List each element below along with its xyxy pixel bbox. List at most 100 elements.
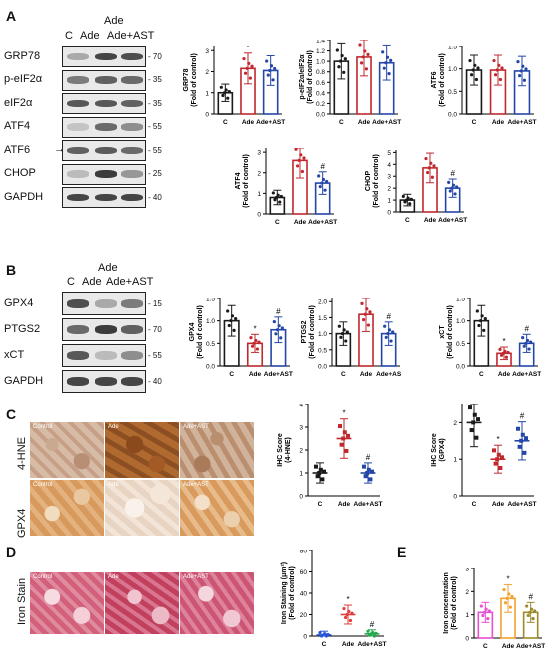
y-tick-label: 3 (387, 174, 391, 181)
data-point (222, 91, 227, 95)
significance-mark: * (342, 409, 345, 418)
y-tick-label: 1.4 (316, 40, 325, 45)
blot-strip (62, 163, 146, 185)
y-axis-label-2: (Fold of control) (373, 154, 380, 208)
data-point (335, 48, 339, 52)
y-tick-label: 3 (205, 48, 209, 55)
y-axis-label-2: (Fold of control) (191, 53, 198, 107)
data-point (318, 185, 322, 189)
blot-band (121, 52, 143, 61)
y-tick-label: 0.5 (206, 341, 215, 348)
data-point (529, 340, 533, 344)
blot-mw-marker: - 25 (148, 169, 162, 178)
data-point (318, 467, 323, 472)
data-point (273, 198, 277, 202)
x-tick-label: C (479, 371, 484, 378)
y-tick-label: 0.8 (316, 69, 325, 76)
y-axis-label: CHOP (365, 171, 372, 192)
data-point (340, 332, 345, 336)
data-point (505, 596, 509, 600)
blot-label-atf6: ATF6 (4, 143, 31, 156)
lane-b-ade: Ade (82, 276, 102, 288)
x-tick-label: Ade+AST (256, 119, 285, 126)
data-point (451, 183, 456, 187)
chart-ihc_4hne: 0 1 2 3 4 IHC Score (4-HNE) C * Ade # Ade+AST (277, 404, 383, 508)
data-point (227, 89, 231, 94)
data-point (249, 336, 253, 340)
arrow-icon: → (54, 142, 65, 155)
blot-band (67, 146, 89, 155)
data-point (476, 66, 480, 70)
y-tick-label: 0.0 (448, 112, 457, 119)
data-point (323, 632, 327, 636)
data-point (340, 53, 344, 58)
data-point (320, 477, 325, 482)
y-tick-label: 0.6 (316, 80, 325, 87)
y-tick-label: 2.0 (318, 299, 327, 306)
y-tick-label: 1.0 (316, 59, 325, 66)
data-point (429, 161, 433, 165)
blot-mw-marker: - 55 (148, 145, 162, 155)
data-point (363, 312, 367, 316)
y-tick-label: 0.0 (456, 364, 465, 371)
blot-band (67, 325, 89, 334)
x-tick-label: C (322, 641, 327, 648)
blot-band (67, 377, 89, 386)
data-point (495, 457, 500, 462)
y-tick-label: 0 (453, 494, 457, 501)
ihc-gpx4-ade: Ade (105, 480, 179, 536)
blot-label-xct: xCT (4, 348, 25, 361)
y-tick-label: 0 (465, 636, 469, 643)
y-axis-label: IHC Score (431, 433, 438, 467)
data-point (401, 194, 405, 199)
data-point (339, 442, 344, 447)
data-point (230, 314, 235, 318)
blot-band (121, 170, 143, 178)
data-point (520, 432, 525, 437)
significance-mark: * (253, 324, 256, 333)
data-point (430, 175, 434, 179)
data-point (366, 467, 371, 472)
data-point (448, 189, 452, 193)
data-point (300, 169, 304, 174)
y-tick-label: 1.0 (456, 318, 465, 325)
data-point (350, 611, 354, 615)
data-point (368, 310, 372, 314)
data-point (408, 202, 412, 206)
data-point (274, 195, 279, 200)
blot-strip (62, 344, 146, 367)
row-label-4hne: 4-HNE (16, 436, 28, 470)
data-point (251, 344, 255, 348)
y-tick-label: 1 (387, 198, 391, 205)
data-point (360, 301, 364, 305)
data-point (371, 630, 375, 635)
blot-label-chop: CHOP (4, 167, 36, 179)
data-point (526, 613, 530, 618)
y-tick-label: 0 (387, 210, 391, 217)
y-tick-label: 0.0 (318, 364, 327, 371)
data-point (524, 67, 528, 71)
data-point (391, 330, 395, 334)
x-tick-label: Ade+AST (512, 371, 541, 378)
y-tick-label: 80 (300, 550, 308, 555)
data-point (342, 606, 346, 611)
y-axis-label: p-eIF2α/eIF2α (299, 54, 306, 100)
data-point (496, 452, 501, 457)
data-point (517, 444, 522, 449)
data-point (346, 433, 350, 438)
significance-mark: # (450, 169, 455, 178)
blot-label-gpx4: GPX4 (4, 296, 34, 309)
data-point (424, 156, 428, 161)
data-point (453, 192, 457, 196)
data-point (221, 93, 225, 98)
significance-mark: # (386, 312, 391, 321)
blot-band (95, 170, 117, 178)
y-axis-label-2: (GPX4) (439, 438, 446, 461)
blot-band (67, 193, 89, 202)
x-tick-label: Ade (502, 643, 515, 650)
data-point (385, 55, 390, 59)
y-axis-title: CHOP (Fold of control) (365, 154, 380, 208)
y-tick-label: 1 (205, 90, 209, 97)
x-tick-label: Ade+AST (507, 119, 536, 126)
